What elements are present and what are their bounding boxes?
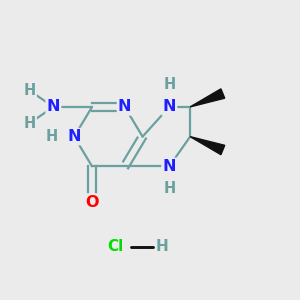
Text: N: N <box>163 99 176 114</box>
Polygon shape <box>190 89 225 107</box>
Text: Cl: Cl <box>108 239 124 254</box>
Text: N: N <box>68 129 81 144</box>
Text: H: H <box>23 83 36 98</box>
Text: H: H <box>23 116 36 131</box>
Text: H: H <box>163 181 176 196</box>
Text: N: N <box>163 159 176 174</box>
Text: H: H <box>155 239 168 254</box>
Text: H: H <box>46 129 58 144</box>
Text: O: O <box>85 194 99 209</box>
Text: N: N <box>118 99 131 114</box>
Text: N: N <box>47 99 60 114</box>
Polygon shape <box>190 136 225 155</box>
Text: H: H <box>163 77 176 92</box>
